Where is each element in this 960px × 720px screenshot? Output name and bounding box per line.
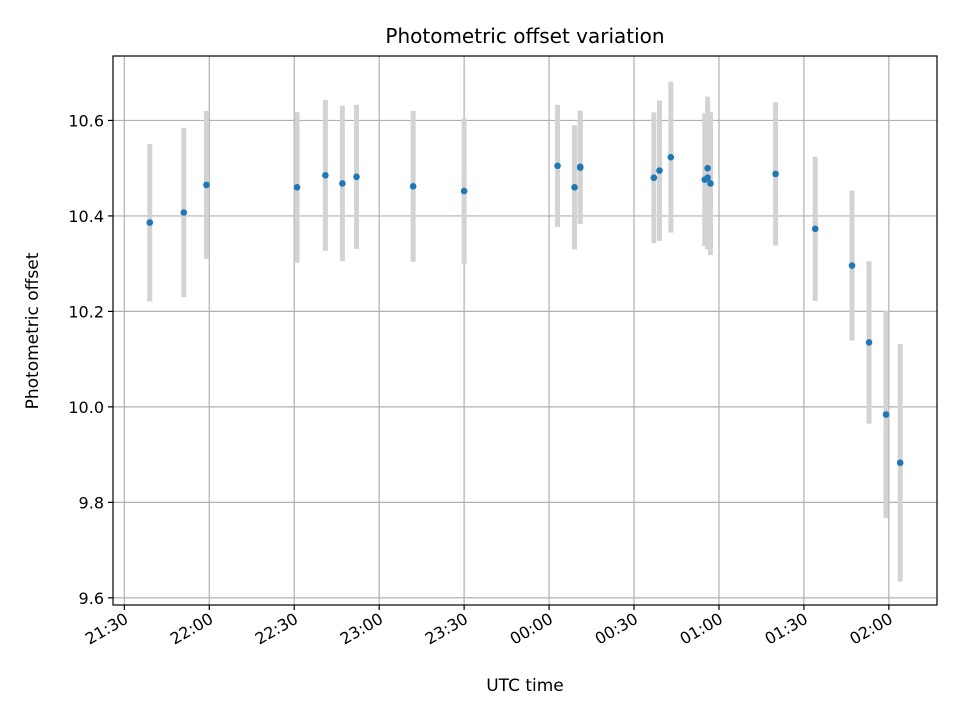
y-tick-label: 10.0 <box>68 398 104 417</box>
data-point <box>571 183 578 191</box>
y-tick-label: 9.8 <box>79 493 104 512</box>
y-axis-title: Photometric offset <box>23 252 43 409</box>
chart-title: Photometric offset variation <box>385 24 664 48</box>
data-point <box>576 164 584 172</box>
y-tick-label: 9.6 <box>79 589 104 608</box>
data-point <box>460 187 468 195</box>
data-point <box>180 209 188 216</box>
data-points <box>146 153 904 467</box>
data-point <box>772 170 779 178</box>
data-point <box>203 181 210 189</box>
data-point <box>656 167 663 174</box>
data-point <box>896 459 904 467</box>
data-point <box>353 173 360 181</box>
data-point <box>409 183 417 190</box>
data-point <box>707 180 714 187</box>
data-point <box>811 225 819 233</box>
data-point <box>667 153 675 161</box>
y-axis-ticks: 9.6 9.8 10.0 10.2 10.4 10.6 <box>68 111 113 608</box>
data-point <box>146 219 154 226</box>
data-point <box>882 411 890 418</box>
y-tick-label: 10.4 <box>68 207 104 226</box>
plot-area-frame <box>112 55 938 606</box>
data-point <box>339 180 346 187</box>
data-point <box>704 174 711 182</box>
y-tick-label: 10.6 <box>68 111 104 130</box>
y-tick-label: 10.2 <box>68 302 104 321</box>
data-point <box>293 183 301 191</box>
data-point <box>554 162 561 170</box>
data-point <box>322 172 329 179</box>
grid-lines <box>113 56 937 605</box>
data-point <box>650 174 658 182</box>
x-axis-title: UTC time <box>486 676 564 696</box>
data-point <box>848 262 856 269</box>
data-point <box>865 339 873 346</box>
data-point <box>704 164 711 172</box>
